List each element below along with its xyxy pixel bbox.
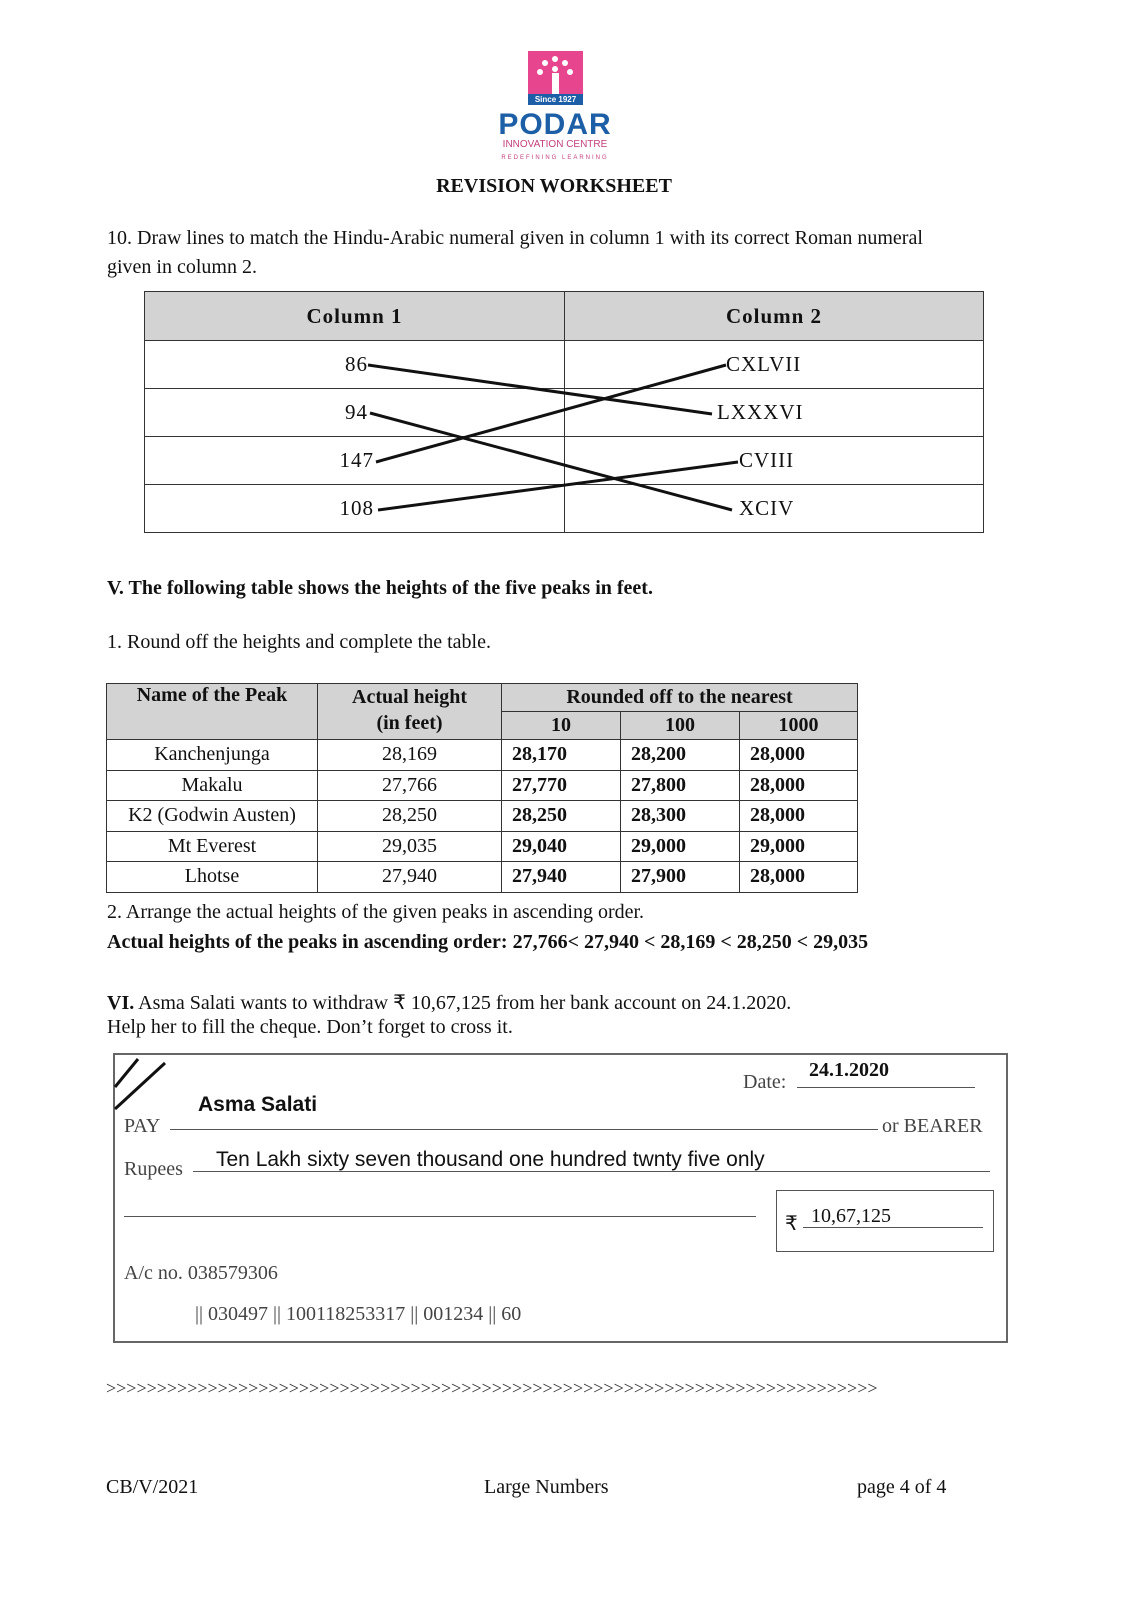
q10-text-2: given in column 2.: [107, 256, 257, 278]
rounded-10: 28,250: [501, 800, 621, 832]
section-vi-line1: Asma Salati wants to withdraw ₹ 10,67,12…: [134, 992, 792, 1014]
section-vi-text-1: VI. Asma Salati wants to withdraw ₹ 10,6…: [107, 990, 791, 1015]
col2-item: LXXXVI: [564, 388, 984, 437]
actual-height: 29,035: [317, 830, 502, 862]
rounded-10: 28,170: [501, 739, 621, 771]
peak-name: Kanchenjunga: [106, 739, 318, 771]
table-row: Mt Everest 29,035 29,040 29,000 29,000: [106, 830, 858, 862]
header-actual: Actual height (in feet): [317, 683, 502, 740]
matching-table: Column 1 Column 2 86 CXLVII 94 LXXXVI 147 CV…: [144, 291, 984, 533]
table-row: Makalu 27,766 27,770 27,800 28,000: [106, 769, 858, 801]
logo-tag: REDEFINING LEARNING: [501, 155, 609, 161]
q10-text-1: 10. Draw lines to match the Hindu-Arabic…: [107, 227, 923, 249]
actual-height: 28,169: [317, 739, 502, 771]
header-10: 10: [501, 711, 621, 740]
header-actual-2: (in feet): [376, 712, 443, 734]
page-title: REVISION WORKSHEET: [436, 175, 672, 197]
header-rounded: Rounded off to the nearest: [501, 683, 858, 712]
actual-height: 27,940: [317, 861, 502, 893]
rounded-10: 27,940: [501, 861, 621, 893]
rupee-icon: ₹: [785, 1213, 798, 1235]
rounded-1000: 29,000: [739, 830, 858, 862]
cheque-crossing: [113, 1058, 167, 1111]
logo-sub: INNOVATION CENTRE: [502, 139, 608, 150]
peak-name: Lhotse: [106, 861, 318, 893]
peaks-table: Name of the Peak Actual height (in feet) …: [106, 683, 858, 893]
logo-name: PODAR: [498, 108, 612, 141]
footer-right: page 4 of 4: [857, 1476, 947, 1498]
col1-item: 147: [144, 436, 565, 485]
section-v-q2: 2. Arrange the actual heights of the giv…: [107, 901, 645, 923]
rounded-10: 27,770: [501, 769, 621, 801]
rounded-1000: 28,000: [739, 739, 858, 771]
section-v-answer: Actual heights of the peaks in ascending…: [107, 931, 869, 953]
date-value[interactable]: 24.1.2020: [809, 1059, 889, 1081]
micr-line: || 030497 || 100118253317 || 001234 || 6…: [195, 1303, 522, 1325]
table-row: Lhotse 27,940 27,940 27,900 28,000: [106, 861, 858, 893]
match-line-108: [377, 460, 739, 512]
match-line-147: [375, 363, 727, 464]
table-row: Kanchenjunga 28,169 28,170 28,200 28,000: [106, 739, 858, 771]
amount-box: ₹ 10,67,125: [776, 1190, 994, 1252]
table-row: K2 (Godwin Austen) 28,250 28,250 28,300 28,0…: [106, 800, 858, 832]
rounded-100: 27,800: [620, 769, 740, 801]
rounded-100: 27,900: [620, 861, 740, 893]
amount-words[interactable]: Ten Lakh sixty seven thousand one hundre…: [216, 1148, 765, 1171]
col1-header: Column 1: [144, 291, 565, 341]
rounded-1000: 28,000: [739, 769, 858, 801]
header-100: 100: [620, 711, 740, 740]
rounded-1000: 28,000: [739, 861, 858, 893]
header-name: Name of the Peak: [106, 683, 318, 740]
section-vi-text-2: Help her to fill the cheque. Don’t forge…: [107, 1016, 513, 1038]
payee-value[interactable]: Asma Salati: [198, 1093, 318, 1116]
bearer-label: or BEARER: [882, 1115, 983, 1137]
rounded-100: 29,000: [620, 830, 740, 862]
logo-since: Since 1927: [528, 94, 583, 105]
actual-height: 27,766: [317, 769, 502, 801]
rupees-label: Rupees: [124, 1158, 183, 1180]
peak-name: K2 (Godwin Austen): [106, 800, 318, 832]
peak-name: Mt Everest: [106, 830, 318, 862]
header-actual-1: Actual height: [352, 686, 467, 708]
section-v-q1: 1. Round off the heights and complete th…: [107, 631, 491, 653]
section-vi-label: VI.: [107, 992, 135, 1014]
rounded-1000: 28,000: [739, 800, 858, 832]
footer-center: Large Numbers: [484, 1476, 609, 1498]
header-1000: 1000: [739, 711, 858, 740]
col2-item: CXLVII: [564, 340, 984, 389]
pay-label: PAY: [124, 1115, 161, 1137]
actual-height: 28,250: [317, 800, 502, 832]
col1-item: 86: [144, 340, 565, 389]
peak-name: Makalu: [106, 769, 318, 801]
cheque: Date: 24.1.2020 Asma Salati PAY or BEARE…: [113, 1053, 1008, 1343]
col2-item: XCIV: [564, 484, 984, 533]
col2-header: Column 2: [564, 291, 984, 341]
rounded-10: 29,040: [501, 830, 621, 862]
amount-figures[interactable]: 10,67,125: [811, 1205, 891, 1227]
match-lines: [367, 363, 739, 512]
separator: >>>>>>>>>>>>>>>>>>>>>>>>>>>>>>>>>>>>>>>>…: [106, 1378, 878, 1398]
match-line-86: [367, 363, 713, 416]
date-label: Date:: [743, 1071, 787, 1093]
match-line-94: [369, 411, 733, 512]
col1-item: 108: [144, 484, 565, 533]
section-v-title: V. The following table shows the heights…: [107, 577, 653, 599]
rounded-100: 28,200: [620, 739, 740, 771]
footer-left: CB/V/2021: [106, 1476, 199, 1498]
account-number: A/c no. 038579306: [124, 1262, 278, 1284]
rounded-100: 28,300: [620, 800, 740, 832]
